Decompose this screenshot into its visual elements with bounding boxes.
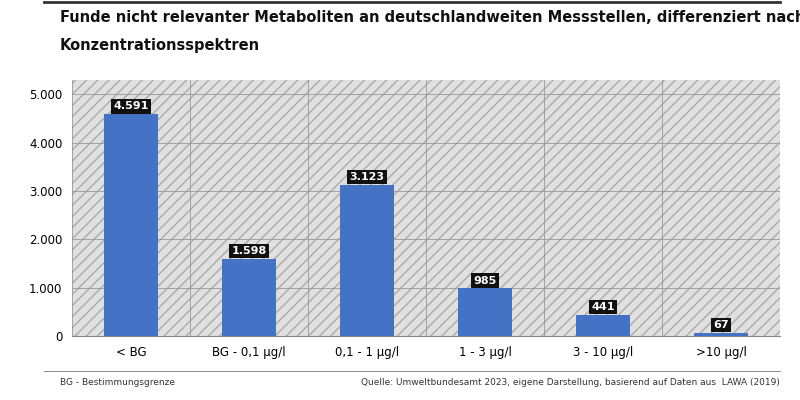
Bar	[458, 288, 511, 336]
Text: Quelle: Umweltbundesamt 2023, eigene Darstellung, basierend auf Daten aus  LAWA : Quelle: Umweltbundesamt 2023, eigene Dar…	[361, 378, 780, 387]
Text: BG - Bestimmungsgrenze: BG - Bestimmungsgrenze	[60, 378, 175, 387]
Text: Konzentrationsspektren: Konzentrationsspektren	[60, 38, 260, 53]
Bar	[694, 333, 747, 336]
Text: 67: 67	[713, 320, 729, 330]
Text: 4.591: 4.591	[114, 101, 149, 111]
Bar	[577, 315, 630, 336]
Text: 985: 985	[474, 276, 497, 286]
Text: 3.123: 3.123	[350, 172, 385, 182]
Text: 441: 441	[591, 302, 614, 312]
Text: Funde nicht relevanter Metaboliten an deutschlandweiten Messstellen, differenzie: Funde nicht relevanter Metaboliten an de…	[60, 10, 800, 25]
Bar	[105, 114, 158, 336]
Bar	[222, 259, 275, 336]
Bar	[341, 185, 394, 336]
Text: 1.598: 1.598	[231, 246, 266, 256]
